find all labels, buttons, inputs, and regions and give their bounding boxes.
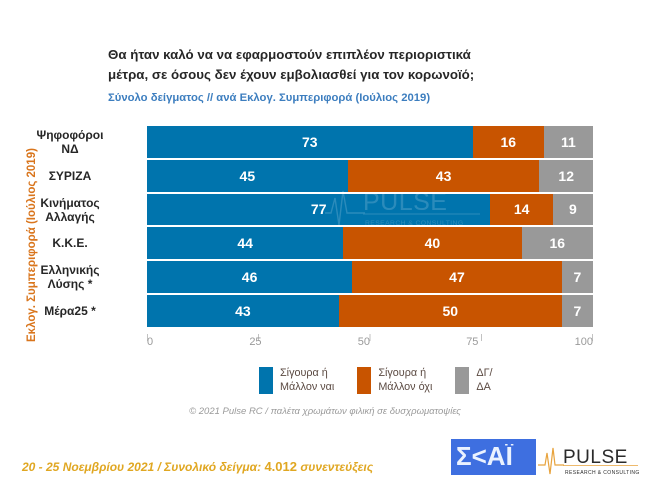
svg-text:Σ<ΑΪ: Σ<ΑΪ [456,444,514,470]
svg-text:RESEARCH & CONSULTING: RESEARCH & CONSULTING [565,470,640,476]
svg-text:PULSE: PULSE [563,447,628,468]
